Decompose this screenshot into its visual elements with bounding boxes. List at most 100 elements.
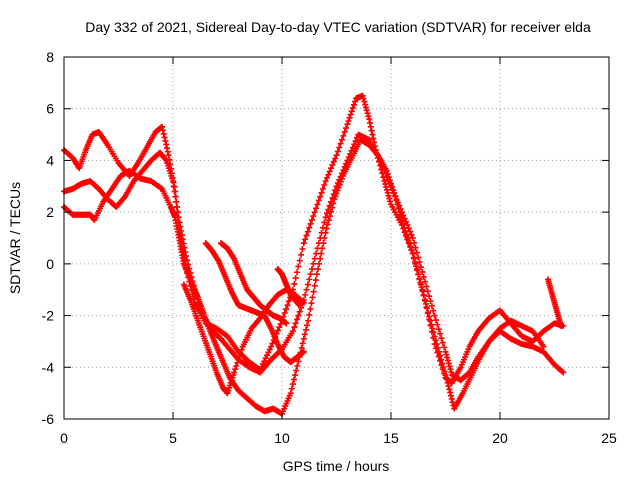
data-point [306, 224, 313, 231]
data-point [276, 324, 283, 331]
data-point [302, 326, 309, 333]
data-point [413, 263, 420, 270]
data-point [444, 354, 451, 361]
data-point [338, 175, 345, 182]
y-tick-labels: -6 -4 -2 0 2 4 6 8 [42, 49, 55, 427]
data-point [181, 244, 188, 251]
y-tick-label: -6 [42, 411, 55, 427]
data-point [317, 193, 324, 200]
data-point [163, 141, 170, 148]
data-point [315, 197, 322, 204]
data-point [364, 110, 371, 117]
data-point [321, 235, 328, 241]
data-point [362, 101, 369, 108]
data-point [291, 324, 298, 331]
data-point [448, 395, 455, 402]
data-point [295, 312, 302, 319]
data-point [447, 366, 454, 373]
data-point [540, 343, 547, 350]
data-point [393, 197, 400, 204]
data-point [296, 302, 303, 309]
data-point [435, 326, 442, 333]
data-point [311, 282, 318, 289]
data-point [298, 251, 305, 258]
data-point [447, 389, 454, 396]
data-point [170, 183, 177, 190]
data-point [235, 356, 242, 363]
data-point [429, 325, 436, 332]
grid [64, 57, 609, 419]
data-point [446, 363, 453, 370]
data-point [414, 267, 421, 274]
data-point [441, 368, 448, 375]
data-point [334, 187, 341, 194]
data-point [283, 320, 290, 327]
data-point [308, 216, 315, 223]
data-point [404, 222, 411, 229]
data-point [304, 322, 311, 329]
data-point [422, 300, 429, 307]
data-point [323, 174, 330, 181]
data-point [428, 302, 435, 309]
y-tick-label: -4 [42, 359, 55, 375]
data-point [384, 171, 391, 178]
data-point [306, 276, 313, 283]
data-point [439, 360, 446, 367]
data-point [299, 245, 306, 252]
data-point [274, 327, 281, 334]
data-point [292, 275, 299, 282]
data-point [173, 198, 180, 205]
data-point [325, 171, 332, 178]
data-point [442, 372, 449, 379]
data-point [434, 344, 441, 351]
data-point [299, 340, 306, 347]
y-tick-label: 2 [46, 204, 54, 220]
data-point [162, 138, 169, 145]
data-point [417, 279, 424, 286]
data-point [299, 298, 306, 305]
data-point [174, 203, 181, 210]
data-point [558, 322, 565, 329]
data-point [330, 158, 337, 165]
data-point [313, 205, 320, 212]
data-point [435, 348, 442, 355]
x-tick-label: 5 [169, 430, 177, 446]
data-point [172, 193, 179, 200]
data-point [413, 249, 420, 256]
x-tick-label: 25 [601, 430, 617, 446]
y-tick-label: 4 [46, 152, 54, 168]
data-point [303, 232, 310, 239]
data-point [411, 239, 418, 246]
data-point [316, 260, 323, 267]
data-point [294, 362, 301, 369]
data-point [383, 186, 390, 193]
data-point [391, 190, 398, 197]
data-point [341, 128, 348, 135]
chart-title: Day 332 of 2021, Sidereal Day-to-day VTE… [85, 19, 591, 35]
data-point [362, 104, 369, 111]
data-point [314, 201, 321, 208]
data-point [394, 201, 401, 208]
data-point [300, 240, 307, 247]
x-tick-label: 15 [383, 430, 399, 446]
data-point [289, 381, 296, 388]
data-point [366, 116, 373, 123]
data-point [437, 352, 444, 359]
data-point [319, 245, 326, 252]
data-point [326, 168, 333, 175]
data-point [164, 148, 171, 155]
y-tick-label: 8 [46, 49, 54, 65]
data-point [287, 390, 294, 397]
data-point [232, 366, 239, 373]
data-point [417, 264, 424, 271]
data-point [418, 284, 425, 291]
data-point [387, 198, 394, 205]
data-point [311, 209, 318, 216]
data-point [343, 125, 350, 132]
data-point [430, 307, 437, 314]
data-point [269, 340, 276, 347]
data-point [359, 92, 366, 99]
data-point [336, 181, 343, 188]
data-point [328, 165, 335, 172]
